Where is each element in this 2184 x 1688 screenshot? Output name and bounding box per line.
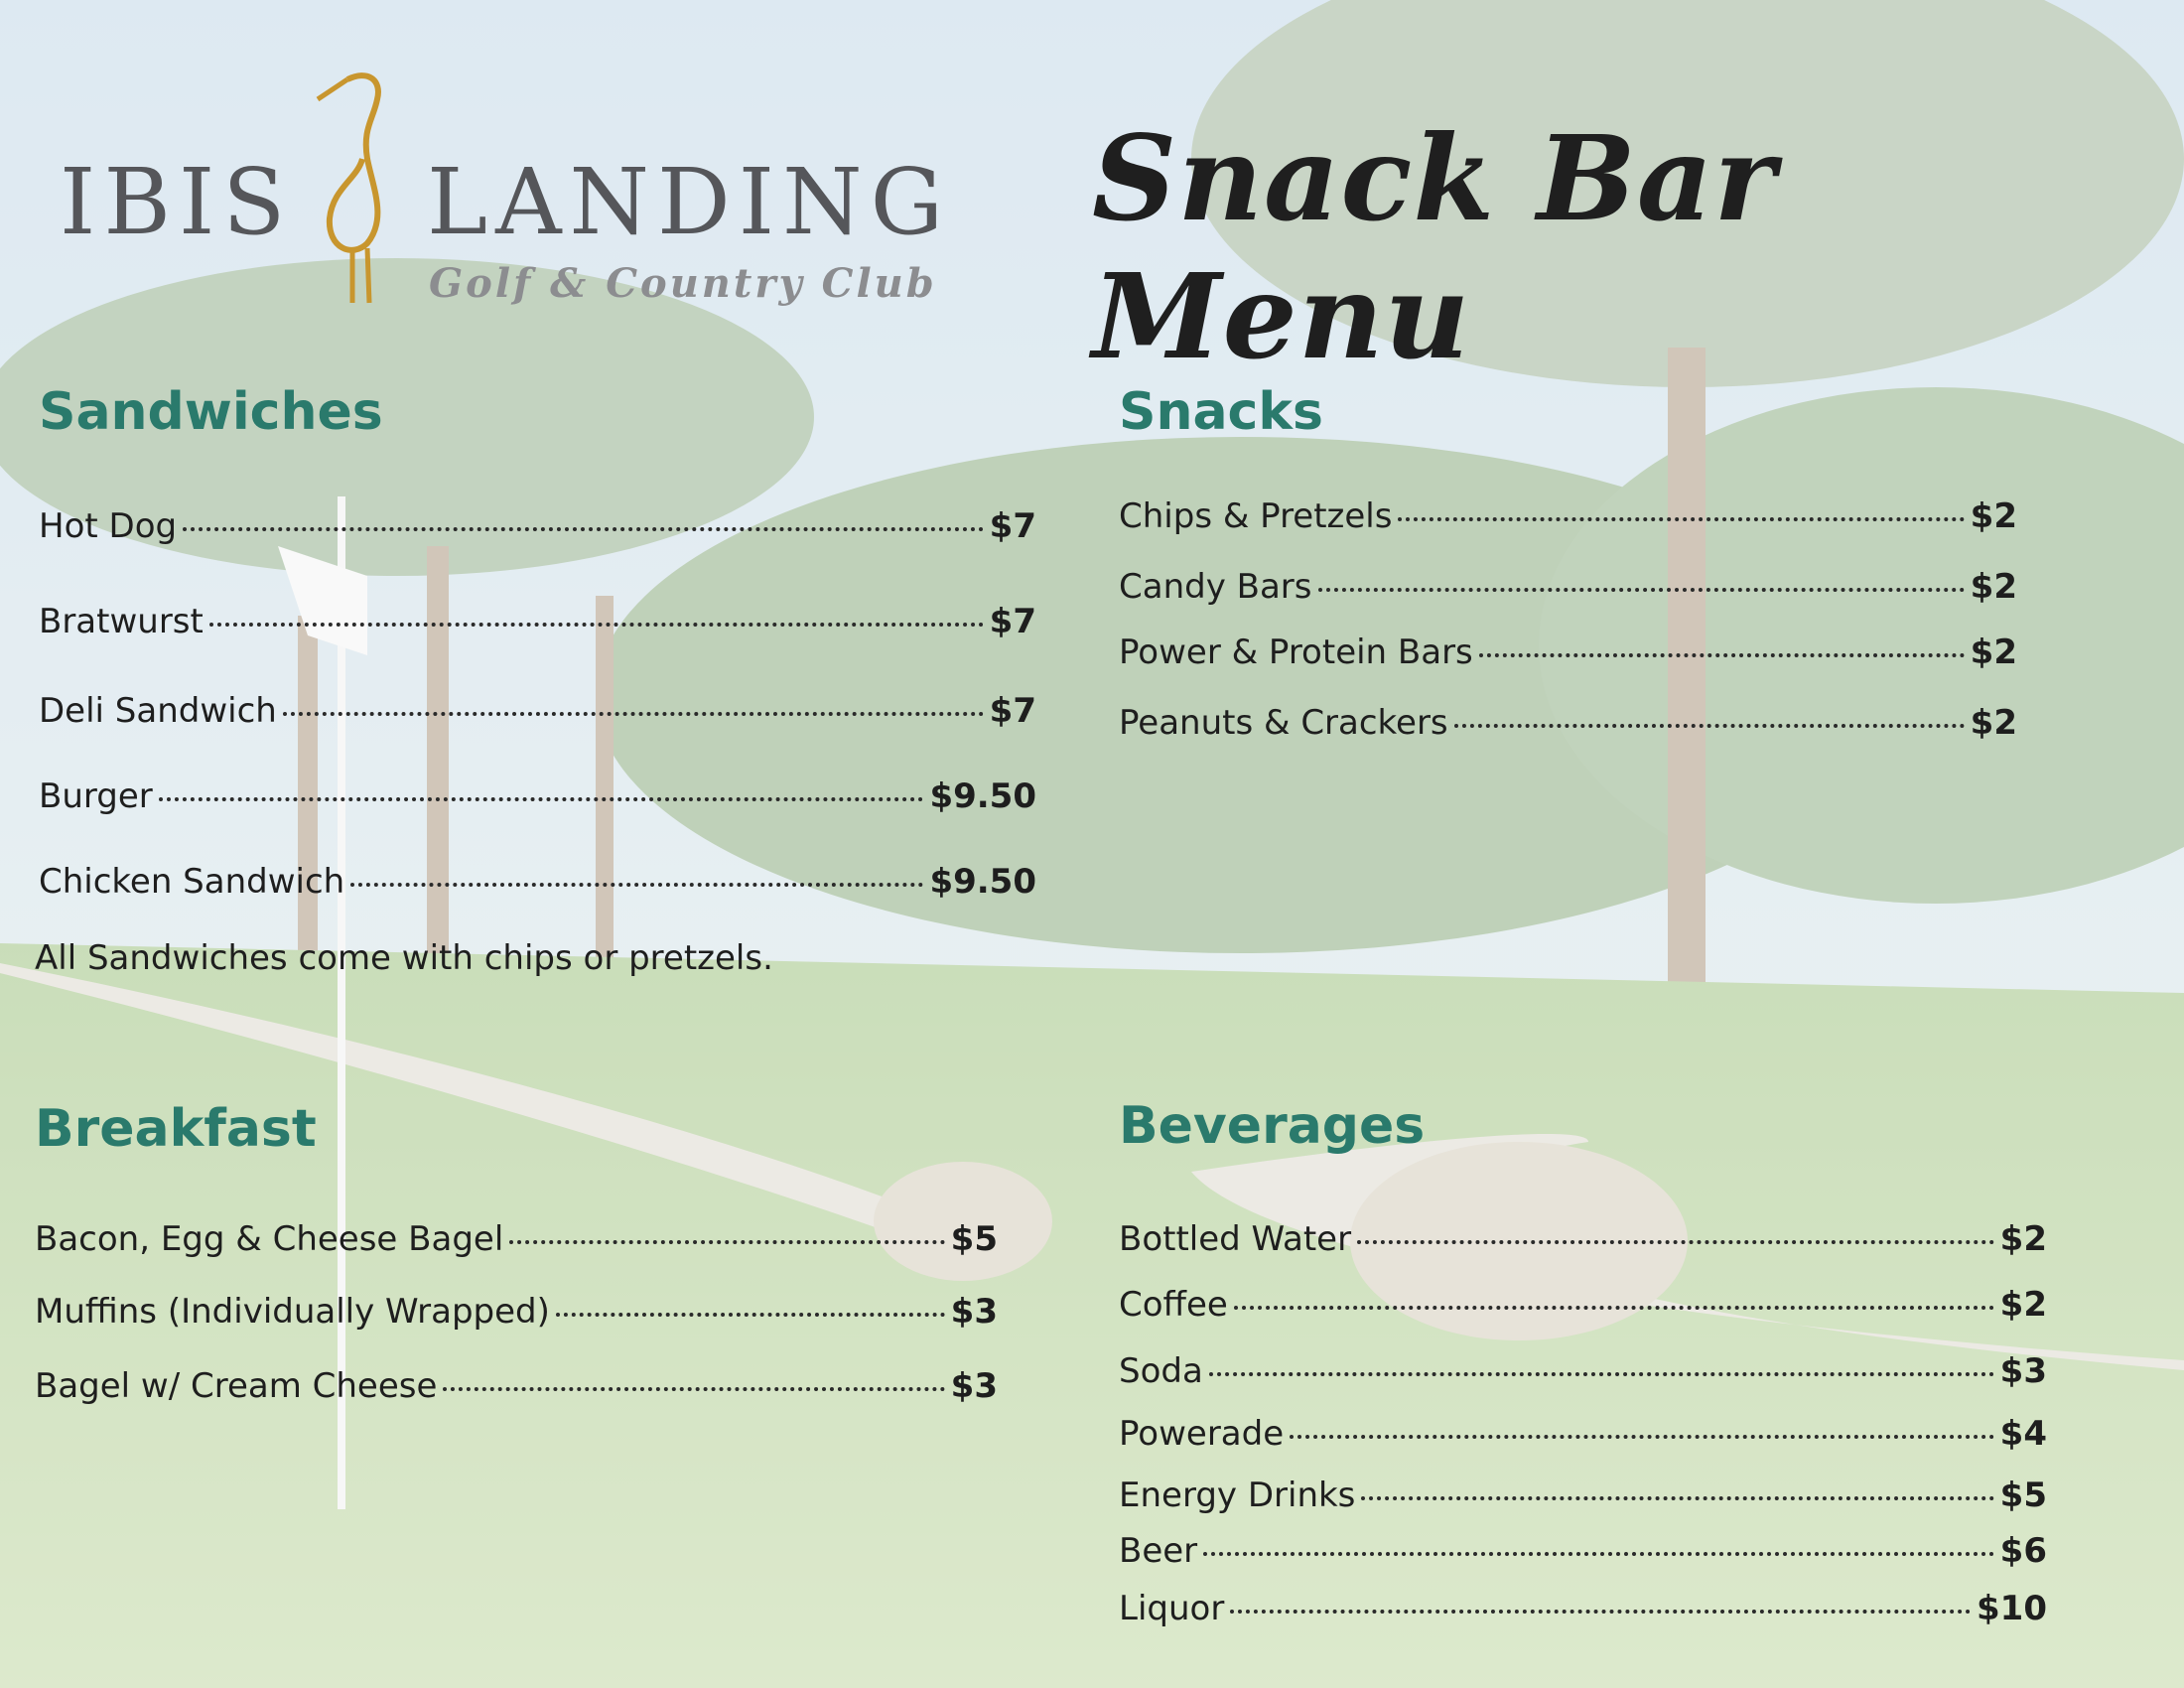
menu-item: Bacon, Egg & Cheese Bagel $5 xyxy=(35,1219,998,1263)
logo-word: LANDING xyxy=(427,149,952,255)
menu-item: Bagel w/ Cream Cheese $3 xyxy=(35,1366,998,1410)
leader-dots xyxy=(1453,724,1965,728)
item-name: Bratwurst xyxy=(39,602,204,641)
leader-dots xyxy=(1478,653,1965,657)
logo-word: IBIS xyxy=(60,149,294,255)
leader-dots xyxy=(1203,1552,1994,1556)
item-price: $2 xyxy=(1970,567,2017,607)
item-price: $2 xyxy=(1970,633,2017,672)
section-note: All Sandwiches come with chips or pretze… xyxy=(35,938,773,978)
item-price: $3 xyxy=(950,1292,998,1332)
item-price: $3 xyxy=(950,1366,998,1406)
item-price: $5 xyxy=(1999,1476,2047,1515)
menu-item: Peanuts & Crackers $2 xyxy=(1119,703,2017,747)
item-price: $7 xyxy=(989,506,1036,546)
item-price: $9.50 xyxy=(929,862,1036,902)
leader-dots xyxy=(555,1313,945,1317)
item-price: $2 xyxy=(1999,1285,2047,1325)
item-name: Chips & Pretzels xyxy=(1119,496,1393,536)
menu-item: Deli Sandwich $7 xyxy=(39,691,1036,735)
section-heading: Beverages xyxy=(1119,1096,1426,1156)
menu-item: Candy Bars $2 xyxy=(1119,567,2017,611)
item-price: $4 xyxy=(1999,1414,2047,1454)
item-name: Powerade xyxy=(1119,1414,1285,1454)
logo-subtitle: Golf & Country Club xyxy=(429,260,937,307)
section-heading: Snacks xyxy=(1119,382,1323,442)
item-name: Beer xyxy=(1119,1531,1198,1571)
menu-item: Muffins (Individually Wrapped) $3 xyxy=(35,1292,998,1336)
menu-item: Coffee $2 xyxy=(1119,1285,2047,1329)
section-heading: Breakfast xyxy=(35,1099,317,1159)
leader-dots xyxy=(350,883,924,887)
menu-item: Soda $3 xyxy=(1119,1351,2047,1395)
leader-dots xyxy=(1317,588,1965,592)
item-name: Liquor xyxy=(1119,1589,1225,1628)
item-name: Coffee xyxy=(1119,1285,1228,1325)
item-name: Deli Sandwich xyxy=(39,691,277,731)
leader-dots xyxy=(1230,1610,1972,1614)
item-price: $9.50 xyxy=(929,776,1036,816)
item-price: $7 xyxy=(989,602,1036,641)
leader-dots xyxy=(1398,517,1965,521)
menu-item: Bottled Water $2 xyxy=(1119,1219,2047,1263)
item-name: Muffins (Individually Wrapped) xyxy=(35,1292,550,1332)
item-name: Peanuts & Crackers xyxy=(1119,703,1448,743)
leader-dots xyxy=(443,1387,945,1391)
leader-dots xyxy=(509,1240,945,1244)
item-name: Chicken Sandwich xyxy=(39,862,345,902)
item-price: $3 xyxy=(1999,1351,2047,1391)
section-heading: Sandwiches xyxy=(39,382,383,442)
menu-item: Powerade $4 xyxy=(1119,1414,2047,1458)
item-name: Candy Bars xyxy=(1119,567,1312,607)
menu-title: Snack Bar Menu xyxy=(1092,109,1777,385)
item-price: $5 xyxy=(950,1219,998,1259)
leader-dots xyxy=(1290,1435,1994,1439)
item-name: Power & Protein Bars xyxy=(1119,633,1473,672)
leader-dots xyxy=(1233,1306,1994,1310)
item-name: Hot Dog xyxy=(39,506,178,546)
menu-item: Hot Dog $7 xyxy=(39,506,1036,550)
item-name: Soda xyxy=(1119,1351,1203,1391)
menu-item: Liquor $10 xyxy=(1119,1589,2047,1632)
menu-item: Bratwurst $7 xyxy=(39,602,1036,645)
item-price: $2 xyxy=(1970,703,2017,743)
menu-item: Chips & Pretzels $2 xyxy=(1119,496,2017,540)
leader-dots xyxy=(1361,1496,1994,1500)
item-price: $6 xyxy=(1999,1531,2047,1571)
item-name: Bagel w/ Cream Cheese xyxy=(35,1366,438,1406)
leader-dots xyxy=(158,797,924,801)
menu-item: Power & Protein Bars $2 xyxy=(1119,633,2017,676)
item-name: Energy Drinks xyxy=(1119,1476,1356,1515)
leader-dots xyxy=(1357,1240,1994,1244)
leader-dots xyxy=(1208,1372,1994,1376)
item-price: $2 xyxy=(1970,496,2017,536)
menu-item: Burger $9.50 xyxy=(39,776,1036,820)
item-price: $2 xyxy=(1999,1219,2047,1259)
item-price: $7 xyxy=(989,691,1036,731)
item-name: Burger xyxy=(39,776,153,816)
item-name: Bacon, Egg & Cheese Bagel xyxy=(35,1219,504,1259)
menu-item: Chicken Sandwich $9.50 xyxy=(39,862,1036,906)
menu-item: Energy Drinks $5 xyxy=(1119,1476,2047,1519)
leader-dots xyxy=(282,712,984,716)
leader-dots xyxy=(183,527,984,531)
item-name: Bottled Water xyxy=(1119,1219,1352,1259)
menu-item: Beer $6 xyxy=(1119,1531,2047,1575)
leader-dots xyxy=(208,623,984,627)
logo-bird xyxy=(316,72,381,304)
item-price: $10 xyxy=(1977,1589,2047,1628)
